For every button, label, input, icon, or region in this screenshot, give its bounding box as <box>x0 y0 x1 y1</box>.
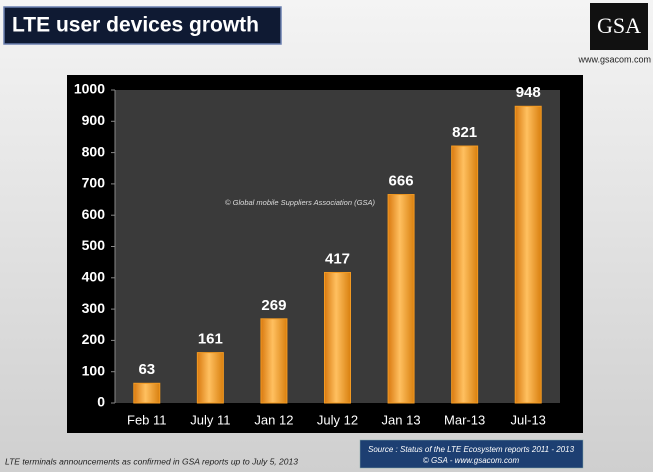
data-label: 269 <box>261 297 286 314</box>
y-tick-label: 700 <box>82 175 106 191</box>
x-tick-label: Jan 13 <box>382 412 421 427</box>
footnote: LTE terminals announcements as confirmed… <box>5 456 298 466</box>
x-tick-label: July 11 <box>190 412 230 427</box>
data-label: 666 <box>389 173 414 190</box>
bar <box>451 145 479 404</box>
y-tick-label: 300 <box>82 300 106 316</box>
bar <box>133 382 161 404</box>
data-label: 948 <box>516 84 541 101</box>
data-label: 821 <box>452 124 477 141</box>
y-tick-label: 400 <box>82 269 106 285</box>
logo: GSA <box>597 13 641 38</box>
y-tick-label: 600 <box>82 206 106 222</box>
data-label: 161 <box>198 331 223 348</box>
y-tick-label: 0 <box>97 394 105 410</box>
chart-title: LTE user devices growth <box>12 14 259 37</box>
x-tick-label: Feb 11 <box>127 412 167 427</box>
watermark: © Global mobile Suppliers Association (G… <box>225 198 375 207</box>
y-tick-label: 500 <box>82 237 106 253</box>
y-tick-label: 100 <box>82 362 106 378</box>
y-tick-label: 1000 <box>74 81 105 97</box>
x-tick-label: Mar-13 <box>444 412 485 427</box>
source-line: © GSA - www.gsacom.com <box>423 456 520 465</box>
source-line: Source : Status of the LTE Ecosystem rep… <box>368 445 575 454</box>
title-box <box>3 6 282 45</box>
bar <box>260 318 288 404</box>
x-tick-label: Jul-13 <box>511 412 546 427</box>
data-label: 63 <box>138 361 155 378</box>
x-tick-label: July 12 <box>317 412 358 427</box>
y-tick-label: 800 <box>82 143 106 159</box>
x-tick-label: Jan 12 <box>254 412 293 427</box>
data-label: 417 <box>325 250 350 267</box>
bar <box>387 194 415 404</box>
logo-box <box>590 3 648 50</box>
y-tick-label: 200 <box>82 331 106 347</box>
bar <box>514 105 542 404</box>
bar <box>324 271 351 404</box>
website: www.gsacom.com <box>577 54 651 64</box>
y-tick-label: 900 <box>82 112 106 128</box>
bar <box>196 352 224 404</box>
source-box <box>359 439 584 469</box>
